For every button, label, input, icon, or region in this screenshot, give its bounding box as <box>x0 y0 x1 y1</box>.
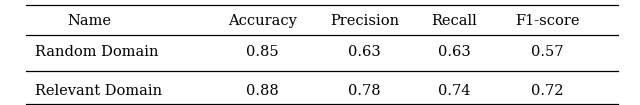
Text: 0.57: 0.57 <box>531 45 563 60</box>
Text: Relevant Domain: Relevant Domain <box>35 84 163 98</box>
Text: Random Domain: Random Domain <box>35 45 159 60</box>
Text: Accuracy: Accuracy <box>228 14 297 28</box>
Text: 0.88: 0.88 <box>246 84 279 98</box>
Text: 0.72: 0.72 <box>531 84 563 98</box>
Text: Name: Name <box>68 14 111 28</box>
Text: 0.63: 0.63 <box>438 45 471 60</box>
Text: Precision: Precision <box>330 14 399 28</box>
Text: 0.78: 0.78 <box>349 84 381 98</box>
Text: Recall: Recall <box>431 14 477 28</box>
Text: 0.85: 0.85 <box>246 45 278 60</box>
Text: 0.63: 0.63 <box>348 45 381 60</box>
Text: 0.74: 0.74 <box>438 84 470 98</box>
Text: F1-score: F1-score <box>515 14 579 28</box>
